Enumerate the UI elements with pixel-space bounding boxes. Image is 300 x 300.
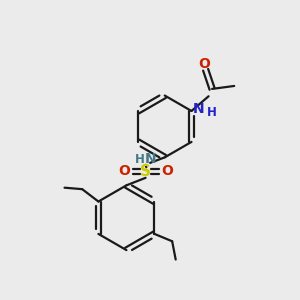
Text: O: O [118,164,130,178]
Text: S: S [140,164,151,179]
Text: O: O [198,58,210,71]
Text: O: O [161,164,173,178]
Text: N: N [193,102,204,116]
Text: N: N [144,152,156,166]
Text: H: H [207,106,217,119]
Text: H: H [135,153,145,166]
